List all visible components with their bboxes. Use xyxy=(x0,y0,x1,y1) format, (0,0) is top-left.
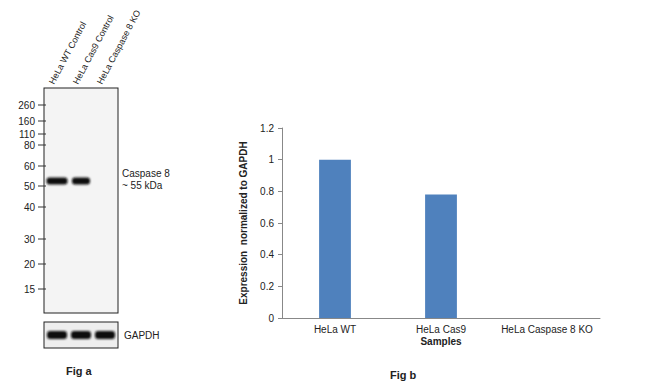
svg-text:Samples: Samples xyxy=(420,336,462,347)
svg-text:HeLa Caspase 8 KO: HeLa Caspase 8 KO xyxy=(95,8,143,86)
svg-text:HeLa WT: HeLa WT xyxy=(314,324,356,335)
svg-text:30: 30 xyxy=(24,234,36,245)
svg-text:0.2: 0.2 xyxy=(260,281,274,292)
svg-text:0.8: 0.8 xyxy=(260,186,274,197)
svg-text:0.4: 0.4 xyxy=(260,249,274,260)
svg-text:Fig b: Fig b xyxy=(390,369,417,381)
svg-text:60: 60 xyxy=(24,161,36,172)
svg-text:1.2: 1.2 xyxy=(260,123,274,134)
svg-text:110: 110 xyxy=(19,129,35,140)
svg-text:1: 1 xyxy=(268,154,274,165)
svg-text:HeLa Cas9 Control: HeLa Cas9 Control xyxy=(70,13,116,86)
svg-text:HeLa Cas9: HeLa Cas9 xyxy=(416,324,466,335)
svg-text:Expression normalized to GAPD: Expression normalized to GAPDH xyxy=(238,141,249,304)
svg-text:80: 80 xyxy=(24,140,36,151)
svg-text:Fig a: Fig a xyxy=(66,365,93,377)
svg-text:15: 15 xyxy=(24,284,36,295)
svg-text:160: 160 xyxy=(18,116,35,127)
svg-text:HeLa Caspase 8 KO: HeLa Caspase 8 KO xyxy=(501,324,593,335)
svg-text:HeLa WT Control: HeLa WT Control xyxy=(46,20,89,86)
svg-text:40: 40 xyxy=(24,202,36,213)
svg-text:GAPDH: GAPDH xyxy=(124,330,160,341)
svg-text:260: 260 xyxy=(18,100,35,111)
svg-text:~ 55 kDa: ~ 55 kDa xyxy=(122,180,163,191)
svg-text:50: 50 xyxy=(24,181,36,192)
svg-text:0.6: 0.6 xyxy=(260,218,274,229)
svg-text:Caspase 8: Caspase 8 xyxy=(122,168,170,179)
svg-text:0: 0 xyxy=(268,313,274,324)
svg-text:20: 20 xyxy=(24,259,36,270)
